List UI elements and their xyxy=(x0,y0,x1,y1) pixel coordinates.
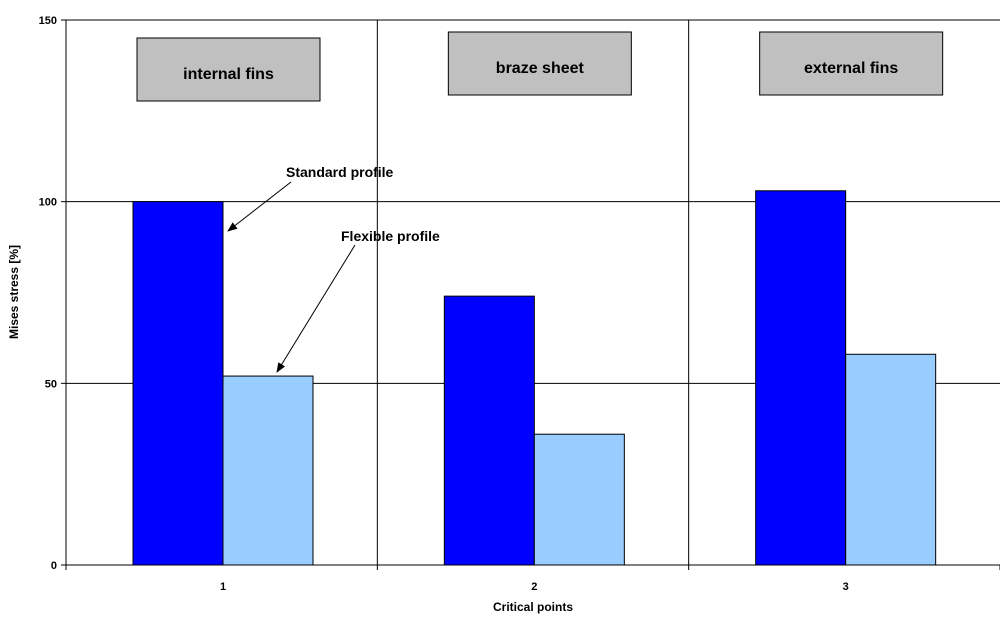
y-tick-label: 100 xyxy=(39,197,57,209)
bar-series1-point-1 xyxy=(132,201,224,566)
bar-series1-point-3 xyxy=(755,190,847,566)
region-label: external fins xyxy=(804,60,898,77)
x-tick-label: 3 xyxy=(843,581,849,593)
x-axis-title: Critical points xyxy=(493,600,573,614)
region-label-box xyxy=(759,31,944,96)
y-tick-label: 150 xyxy=(39,15,57,27)
annotation-standard-arrow xyxy=(227,181,292,232)
x-tick-label: 2 xyxy=(531,581,537,593)
region-label: internal fins xyxy=(183,66,274,83)
bar-series1-point-2 xyxy=(443,295,535,566)
bar-series2-point-2 xyxy=(533,433,625,566)
bar-series2-point-3 xyxy=(845,353,937,566)
region-label-box xyxy=(447,31,632,96)
region-label-box xyxy=(136,37,321,102)
bar-series2-point-1 xyxy=(222,375,314,566)
y-tick-label: 50 xyxy=(45,378,57,390)
region-label: braze sheet xyxy=(496,60,585,77)
annotation-flexible-arrow xyxy=(276,244,356,373)
y-tick-label: 0 xyxy=(51,560,57,572)
annotation-flexible-profile: Flexible profile xyxy=(341,228,440,244)
x-tick-label: 1 xyxy=(220,581,226,593)
annotation-standard-profile: Standard profile xyxy=(286,164,394,180)
y-axis-title: Mises stress [%] xyxy=(7,245,21,339)
